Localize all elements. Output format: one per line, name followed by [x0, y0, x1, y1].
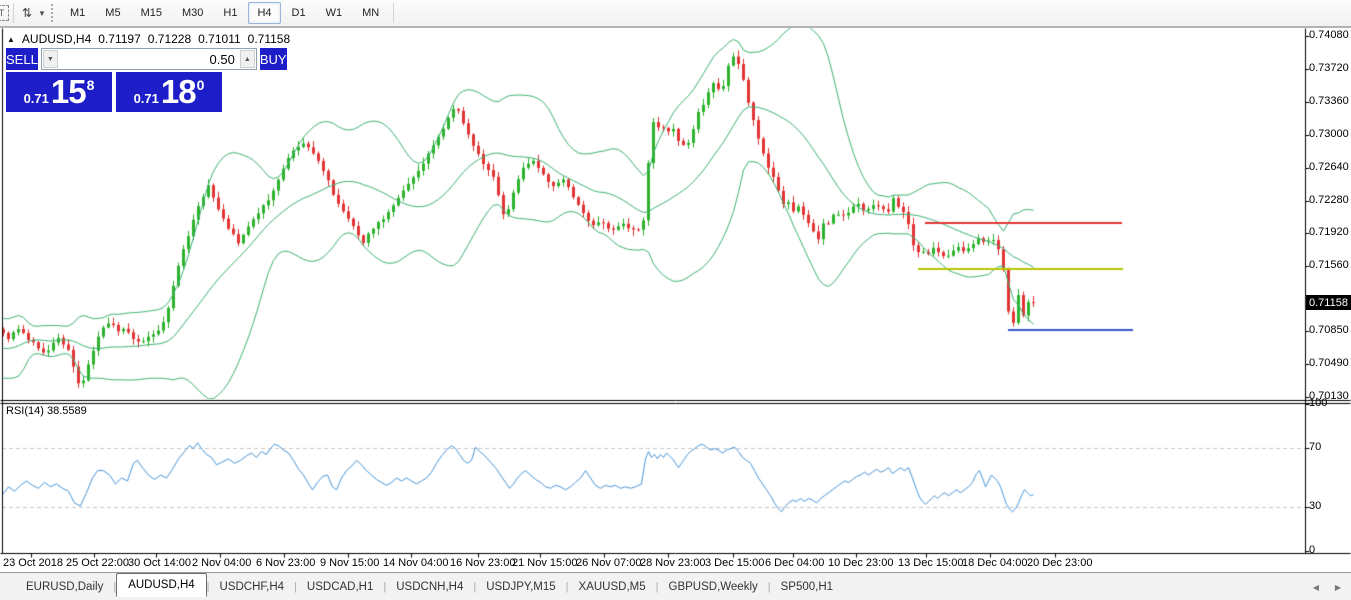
tab-list: EURUSD,Daily | AUDUSD,H4 | USDCHF,H4 | USDCAD,…: [16, 573, 843, 597]
tab-gbpusd-weekly[interactable]: GBPUSD,Weekly: [668, 580, 758, 593]
price-axis-label: 0.72280: [1309, 193, 1349, 206]
chart-header: ▲ AUDUSD,H4 0.71197 0.71228 0.71011 0.71…: [7, 32, 290, 46]
time-axis-label: 30 Oct 14:00: [128, 557, 191, 569]
price-axis-label: 0.72640: [1309, 160, 1349, 173]
rsi-axis-label: 100: [1309, 397, 1328, 409]
time-axis-label: 21 Nov 15:00: [512, 557, 578, 569]
time-axis-label: 20 Dec 23:00: [1027, 557, 1093, 569]
timeframe-button-d1[interactable]: D1: [291, 7, 306, 19]
chart-tab-bar: EURUSD,Daily | AUDUSD,H4 | USDCHF,H4 | USDCAD,…: [0, 572, 1351, 600]
time-axis-label: 28 Nov 23:00: [640, 557, 706, 569]
tab-separator: |: [767, 580, 771, 593]
collapse-panel-icon[interactable]: ▲: [7, 34, 15, 44]
tab-scroll-left-icon[interactable]: ◀: [1312, 582, 1320, 592]
time-axis-label: 9 Nov 15:00: [320, 557, 380, 569]
buy-price-display[interactable]: 0.71 18 0: [116, 72, 222, 112]
toolbar-separator: [393, 3, 395, 23]
tab-xauusd-m5[interactable]: XAUUSD,M5: [578, 580, 646, 593]
chart-region: ▲ AUDUSD,H4 0.71197 0.71228 0.71011 0.71…: [0, 28, 1351, 572]
toolbar-separator: [13, 3, 14, 23]
time-axis-label: 25 Oct 22:00: [66, 557, 129, 569]
volume-stepper: ▼ ▲: [40, 48, 257, 70]
price-axis-label: 0.70850: [1309, 324, 1349, 337]
sell-price-display[interactable]: 0.71 15 8: [6, 72, 112, 112]
time-axis-label: 2 Nov 04:00: [192, 557, 252, 569]
tab-usdjpy-m15[interactable]: USDJPY,M15: [486, 580, 556, 593]
rsi-axis-label: 30: [1309, 499, 1322, 512]
timeframe-button-m1[interactable]: M1: [70, 7, 86, 19]
price-axis-label: 0.73720: [1309, 61, 1349, 74]
price-axis-label: 0.73000: [1309, 127, 1349, 140]
timeframe-button-m5[interactable]: M5: [105, 7, 121, 19]
dropdown-caret-icon[interactable]: ▼: [38, 8, 46, 18]
symbol-timeframe-label: AUDUSD,H4: [21, 32, 92, 46]
tab-separator: |: [113, 580, 117, 593]
price-axis-label: 0.71560: [1309, 259, 1349, 272]
rsi-axis-label: 0: [1309, 544, 1316, 556]
sell-price-big-digits: 15: [50, 73, 87, 110]
ohlc-high-value: 0.71228: [147, 32, 192, 46]
tab-separator: |: [294, 580, 297, 593]
volume-increase-button[interactable]: ▲: [239, 50, 255, 68]
timeframe-button-mn[interactable]: MN: [362, 7, 380, 19]
time-axis-label: 26 Nov 07:00: [576, 557, 642, 569]
time-axis-label: 6 Nov 23:00: [256, 557, 316, 569]
cycles-tool-icon[interactable]: ⇅: [21, 6, 33, 20]
time-axis-label: 6 Dec 04:00: [765, 557, 825, 569]
tab-separator: |: [655, 580, 659, 593]
price-axis-label: 0.70490: [1309, 357, 1349, 370]
tab-usdcnh-h4[interactable]: USDCNH,H4: [396, 580, 464, 593]
buy-price-pip-digit: 0: [196, 77, 205, 93]
price-axis-label: 0.74080: [1309, 29, 1349, 41]
toolbar-grip[interactable]: [51, 4, 53, 22]
volume-decrease-button[interactable]: ▼: [42, 50, 58, 68]
timeframe-button-h4[interactable]: H4: [248, 2, 281, 24]
tab-scroll-arrows: ◀ ▶: [1308, 580, 1346, 594]
buy-button[interactable]: BUY: [259, 48, 287, 70]
tab-usdchf-h4[interactable]: USDCHF,H4: [219, 580, 285, 593]
price-axis-label: 0.71920: [1309, 226, 1349, 239]
sell-button[interactable]: SELL: [6, 48, 38, 70]
time-axis-label: 14 Nov 04:00: [383, 557, 449, 569]
time-axis-label: 10 Dec 23:00: [828, 557, 894, 569]
time-axis-label: 18 Dec 04:00: [962, 557, 1028, 569]
tab-audusd-h4[interactable]: AUDUSD,H4: [116, 573, 207, 597]
time-axis-label: 13 Dec 15:00: [898, 557, 964, 569]
one-click-trade-panel: SELL ▼ ▲ BUY 0.71 15 8 0.71 18 0: [6, 48, 287, 112]
rsi-axis-label: 70: [1309, 441, 1322, 454]
chart-canvas[interactable]: [0, 28, 1351, 572]
timeframe-button-w1[interactable]: W1: [325, 7, 343, 19]
tab-separator: |: [383, 580, 387, 593]
ohlc-low-value: 0.71011: [198, 32, 241, 46]
time-axis-label: 23 Oct 2018: [3, 557, 63, 569]
time-axis-label: 16 Nov 23:00: [450, 557, 516, 569]
sell-price-prefix: 0.71: [23, 91, 49, 106]
price-axis-label: 0.73360: [1309, 94, 1349, 107]
ohlc-close-value: 0.71158: [247, 32, 291, 46]
tab-separator: |: [473, 580, 477, 593]
templates-tool-icon[interactable]: T: [0, 5, 9, 21]
timeframe-button-h1[interactable]: H1: [223, 7, 238, 19]
toolbar: T ⇅ ▼ M1 M5 M15 M30 H1 H4 D1 W1 MN: [0, 0, 1351, 28]
rsi-indicator-label: RSI(14) 38.5589: [6, 405, 87, 417]
current-price-badge: 0.71158: [1306, 295, 1351, 310]
volume-input[interactable]: [58, 49, 239, 69]
sell-price-pip-digit: 8: [86, 77, 95, 93]
tab-usdcad-h1[interactable]: USDCAD,H1: [306, 580, 374, 593]
tab-eurusd-daily[interactable]: EURUSD,Daily: [26, 580, 104, 593]
time-axis-label: 3 Dec 15:00: [705, 557, 765, 569]
price-axis-label: 0.70130: [1309, 390, 1349, 402]
tab-scroll-right-icon[interactable]: ▶: [1334, 582, 1342, 592]
timeframe-button-group: M1 M5 M15 M30 H1 H4 D1 W1 MN: [60, 2, 389, 24]
ohlc-open-value: 0.71197: [98, 32, 141, 46]
timeframe-button-m30[interactable]: M30: [181, 7, 204, 19]
buy-price-prefix: 0.71: [133, 91, 159, 106]
tab-separator: |: [565, 580, 569, 593]
timeframe-button-m15[interactable]: M15: [140, 7, 162, 19]
tab-sp500-h1[interactable]: SP500,H1: [780, 580, 834, 593]
tab-separator: |: [206, 580, 210, 593]
buy-price-big-digits: 18: [160, 73, 197, 110]
